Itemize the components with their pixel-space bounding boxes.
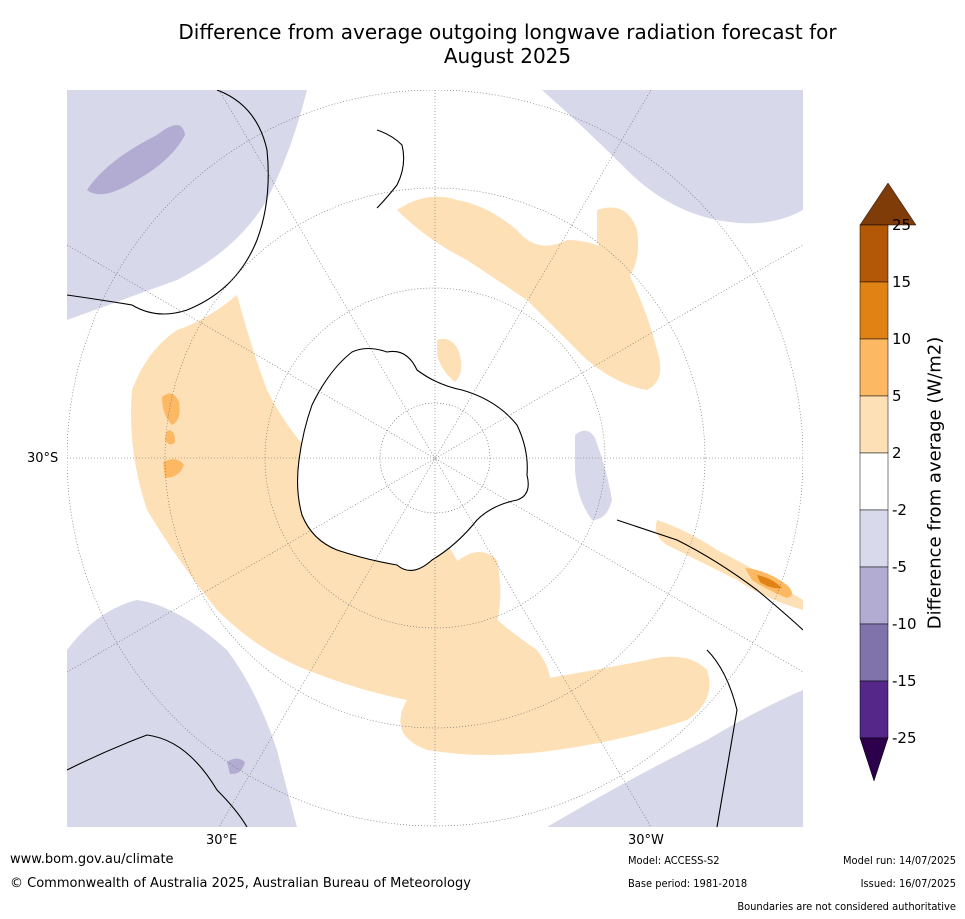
colorbar-2-5 [859,395,889,454]
colorbar-neg10-15 [859,623,889,682]
neg-region-africa-strong [87,125,185,195]
footer-url[interactable]: www.bom.gov.au/climate [10,852,174,867]
polar-map[interactable] [67,90,803,827]
colorbar-bottom-arrow [859,737,889,782]
footer-copyright: © Commonwealth of Australia 2025, Austra… [10,876,471,891]
new-zealand-coastline [376,129,405,209]
colorbar-tick-10: 10 [892,330,912,348]
map-title-line2: August 2025 [443,44,572,68]
colorbar [858,182,918,783]
strong-positive-anomalies [162,393,792,598]
pos-strong-andes-core [757,575,782,589]
colorbar-tick-15: 15 [892,273,912,291]
south-america-coastline [616,519,803,631]
neg-region-atlantic-south [547,690,803,827]
pos-region-pacific-east [597,207,639,280]
footer-disclaimer: Boundaries are not considered authoritat… [737,900,956,913]
lon-label-30e: 30°E [206,833,238,848]
colorbar-neg2-5 [859,509,889,568]
neg-region-africa-north [67,90,307,320]
negative-anomaly-regions [67,90,803,827]
footer-model-run: Model run: 14/07/2025 [843,854,956,867]
pos-strong-2 [165,430,175,445]
lat-label-30s: 30°S [27,451,59,466]
map-title: Difference from average outgoing longwav… [60,20,955,68]
colorbar-tick-neg10: -10 [892,615,917,633]
pos-region-south-atlantic [400,656,710,755]
colorbar-5-10 [859,338,889,397]
colorbar-svg [859,182,917,782]
footer-model: Model: ACCESS-S2 [628,854,720,867]
colorbar-neg15-25 [859,680,889,739]
pos-region-weddell [367,552,501,670]
africa-coastline [67,90,269,315]
colorbar-tick-neg2: -2 [892,501,907,519]
map-title-line1: Difference from average outgoing longwav… [178,20,837,44]
colorbar-tick-5: 5 [892,387,902,405]
footer-issued: Issued: 16/07/2025 [860,877,956,890]
neg-region-indian-strong [227,758,245,775]
pos-strong-1 [162,393,180,425]
colorbar-neg5-10 [859,566,889,625]
graticule [67,90,803,827]
australia-coastline [67,734,248,827]
footer-base-period: Base period: 1981-2018 [628,877,748,890]
colorbar-tick-neg5: -5 [892,558,907,576]
pos-strong-3 [163,459,184,478]
colorbar-tick-25: 25 [892,216,912,234]
neg-region-pacific-east [575,430,612,520]
colorbar-title: Difference from average (W/m2) [924,336,946,630]
map-svg [67,90,803,827]
continent-coastlines [67,90,803,827]
pos-region-pacific-north [397,196,661,390]
colorbar-tick-neg25: -25 [892,729,917,747]
colorbar-15-25 [859,224,889,283]
antarctica-coastline [296,347,529,571]
colorbar-tick-2: 2 [892,444,902,462]
neg-region-pacific-north [542,90,803,224]
south-america-west-coast [706,649,738,827]
colorbar-neutral [859,452,889,511]
colorbar-10-15 [859,281,889,340]
pos-region-ross-sea [437,338,462,382]
lon-label-30w: 30°W [628,833,664,848]
colorbar-tick-neg15: -15 [892,672,917,690]
